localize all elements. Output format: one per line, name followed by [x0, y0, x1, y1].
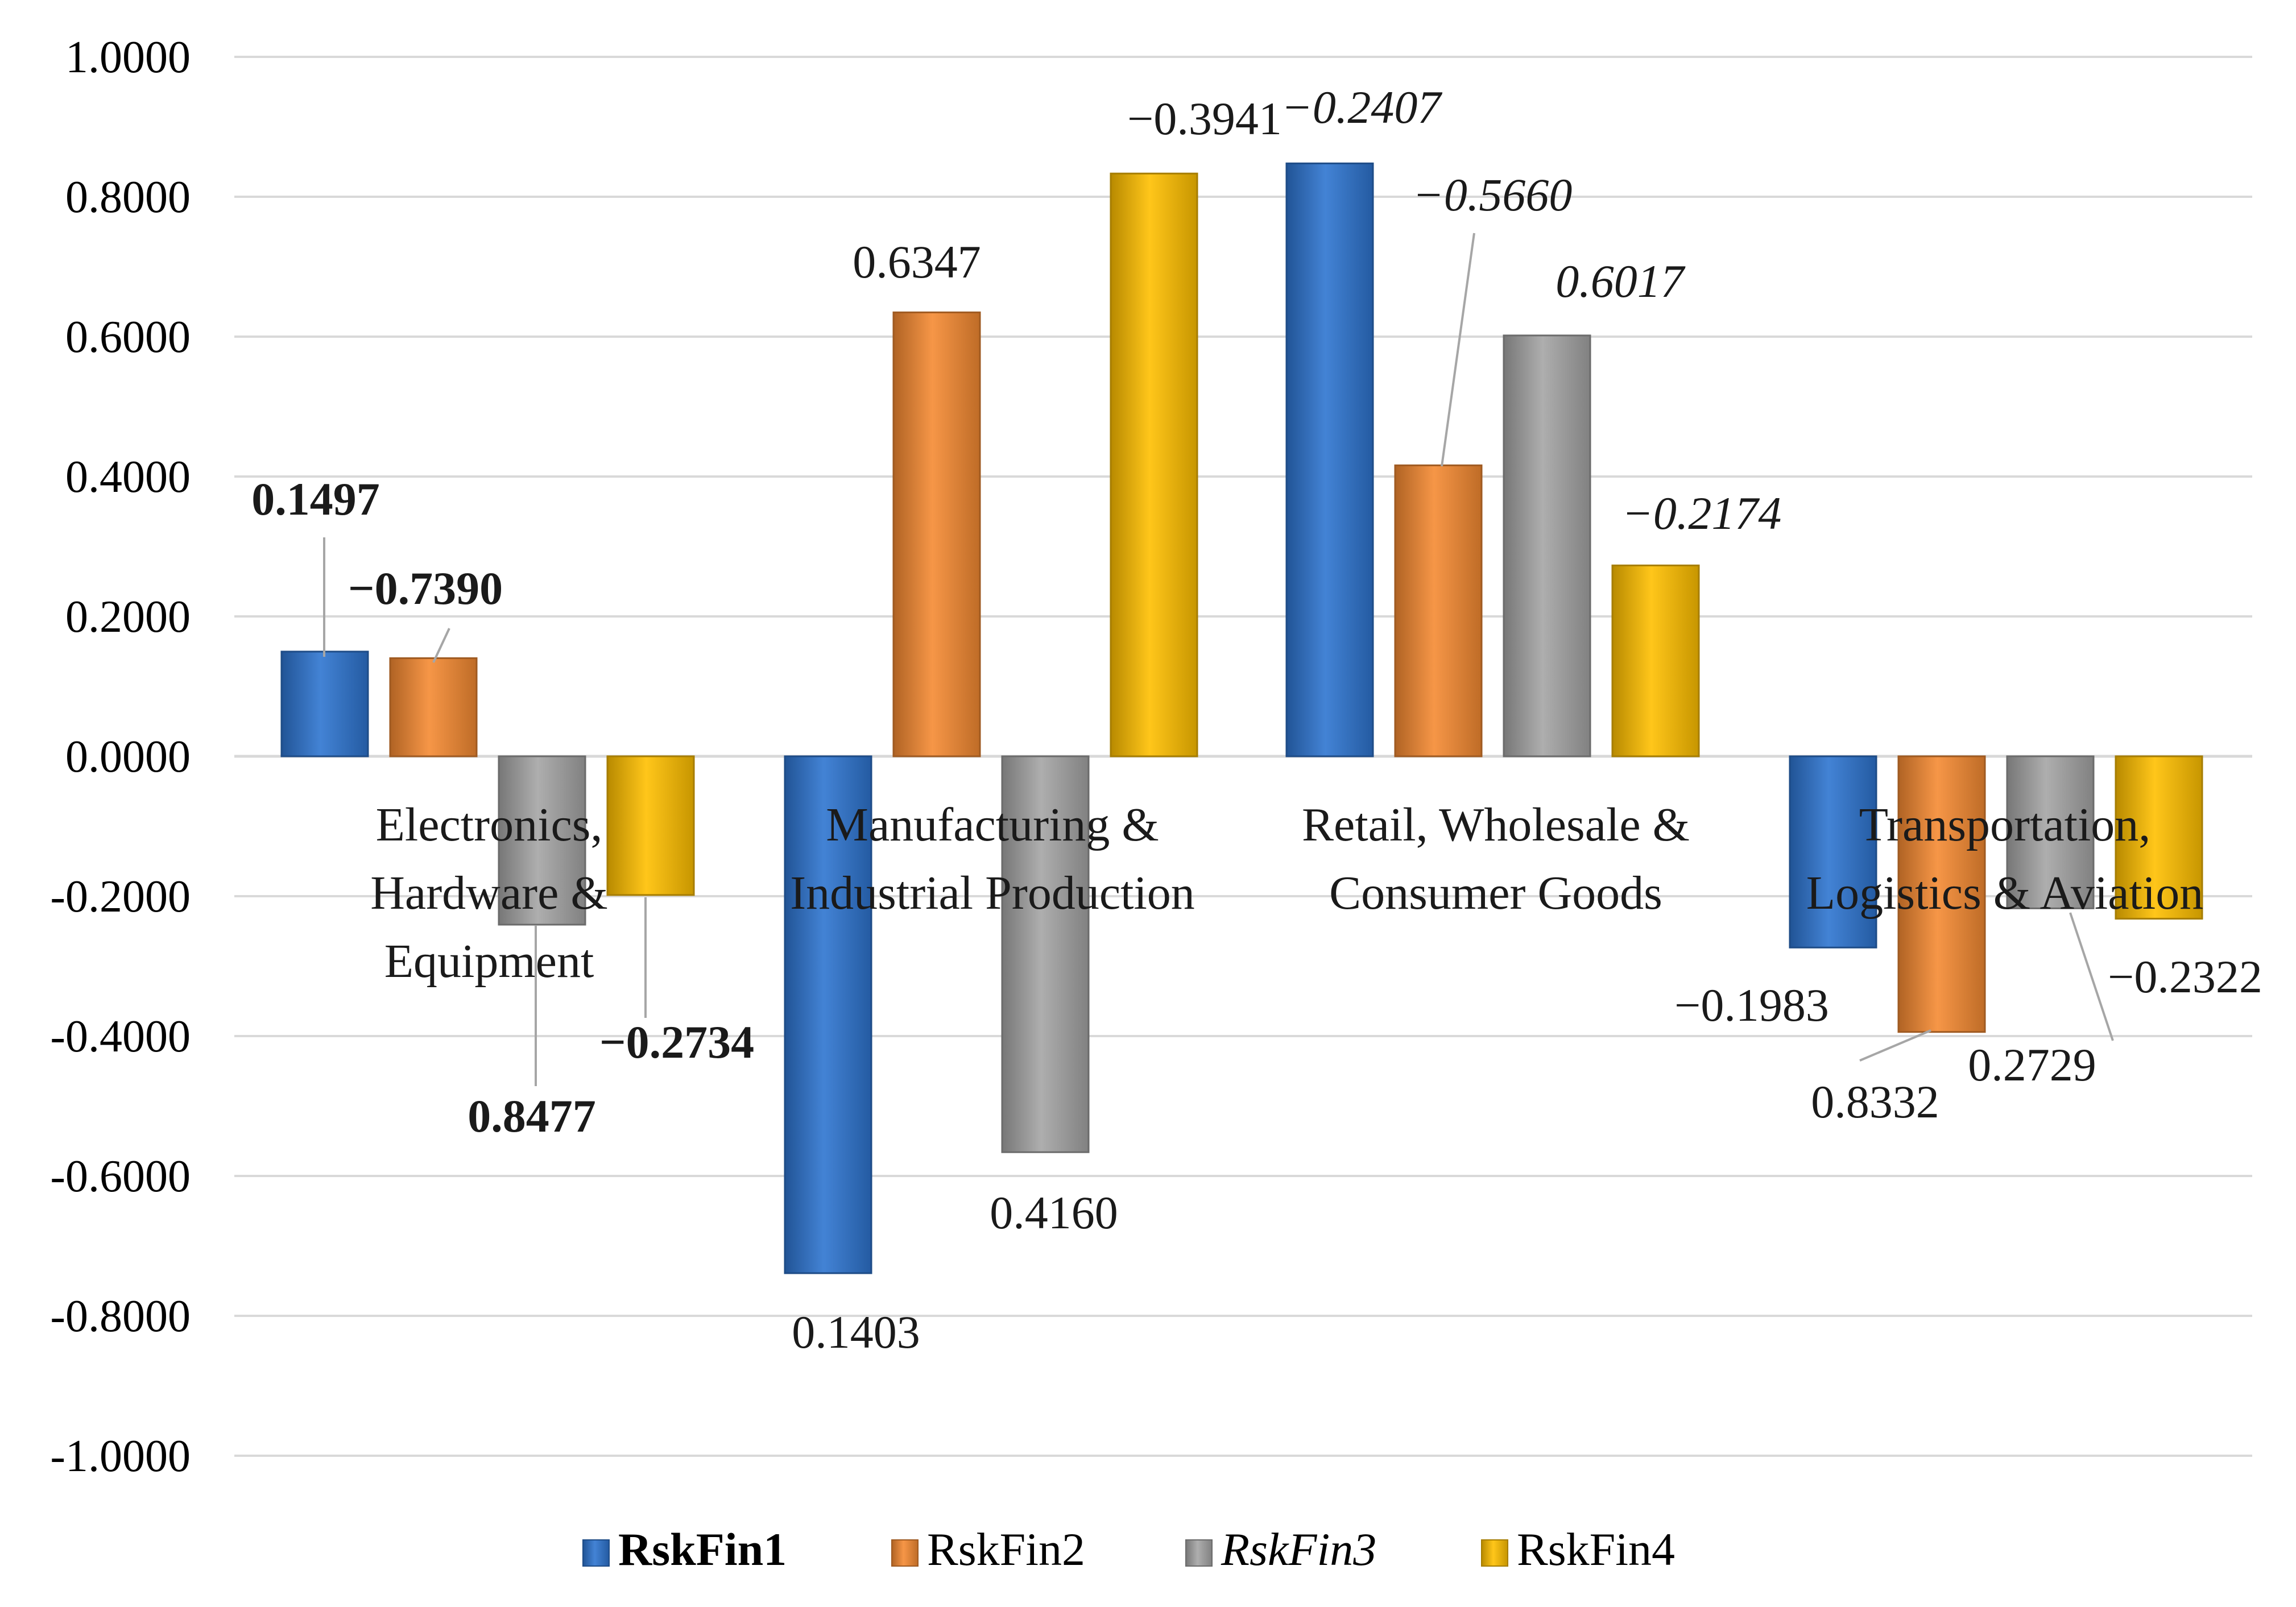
bar-rskfin4-2 [1611, 564, 1700, 757]
y-tick-label: -0.4000 [50, 1012, 191, 1062]
leader-line [1859, 1029, 1931, 1062]
y-tick-label: -0.6000 [50, 1152, 191, 1202]
leader-lines [323, 233, 2114, 1086]
legend-swatch-rskfin2 [891, 1539, 919, 1567]
category-label: Transportation, Logistics & Aviation [1806, 798, 2203, 920]
bars [280, 162, 2203, 1274]
data-label-rskfin4-0: −0.1983 [1674, 979, 1829, 1031]
y-tick-label: 0.4000 [65, 452, 191, 502]
data-label-rskfin3-1: −0.5660 [1413, 169, 1573, 221]
data-label-rskfin3-0: −0.2407 [1281, 81, 1443, 133]
bar-rskfin2-3 [1897, 755, 1986, 1033]
bar-rskfin2-1 [892, 311, 981, 757]
category-label: Retail, Wholesale & Consumer Goods [1302, 798, 1690, 920]
category-label: Manufacturing & Industrial Production [790, 798, 1195, 920]
leader-line [432, 628, 450, 663]
legend-swatch-rskfin4 [1481, 1539, 1508, 1567]
data-label-rskfin2-0: 0.1403 [792, 1306, 920, 1358]
y-tick-label: 0.8000 [65, 172, 191, 222]
bar-rskfin2-2 [1394, 464, 1483, 757]
y-tick-label: 0.0000 [65, 732, 191, 782]
y-tick-label: -0.8000 [50, 1291, 191, 1341]
data-label-rskfin1-2: 0.8477 [468, 1090, 596, 1142]
data-label-rskfin4-3: −0.2322 [2108, 951, 2262, 1003]
y-tick-label: -1.0000 [50, 1431, 191, 1481]
data-label-rskfin2-2: 0.4160 [990, 1187, 1118, 1239]
legend-label-rskfin3: RskFin3 [1221, 1523, 1376, 1575]
bar-rskfin1-1 [784, 755, 872, 1274]
leader-line [1441, 233, 1475, 467]
bar-rskfin3-3 [2006, 755, 2095, 909]
data-label-rskfin1-3: −0.2734 [599, 1016, 754, 1068]
bar-rskfin2-0 [389, 657, 478, 757]
y-tick-label: -0.2000 [50, 872, 191, 922]
data-label-rskfin4-1: 0.8332 [1811, 1076, 1939, 1128]
legend-swatch-rskfin1 [582, 1539, 610, 1567]
data-labels: 0.1497 −0.7390 0.8477−0.2734 0.1403 0.6347 0.… [251, 81, 2262, 1358]
legend-swatch-rskfin3 [1185, 1539, 1213, 1567]
data-label-rskfin1-0: 0.1497 [251, 473, 380, 525]
data-label-rskfin1-1: −0.7390 [348, 562, 503, 614]
bar-rskfin1-3 [1789, 755, 1877, 949]
data-label-rskfin2-3: −0.3941 [1127, 93, 1282, 144]
bar-rskfin4-0 [606, 755, 695, 896]
leader-line [2069, 912, 2114, 1041]
data-label-rskfin4-2: 0.2729 [1968, 1039, 2096, 1091]
bar-rskfin1-2 [1285, 162, 1374, 757]
bar-rskfin3-1 [1001, 755, 1090, 1153]
legend-label-rskfin4: RskFin4 [1517, 1523, 1675, 1575]
legend: RskFin1 RskFin2 RskFin3 RskFin4 [582, 1523, 1675, 1575]
y-tick-label: 0.6000 [65, 312, 191, 362]
category-label: Electronics, Hardware & Equipment [370, 798, 607, 988]
y-axis: 1.0000 0.8000 0.6000 0.4000 0.2000 0.0000 -0.2… [50, 32, 191, 1481]
legend-label-rskfin2: RskFin2 [927, 1523, 1085, 1575]
bar-rskfin3-0 [498, 755, 586, 926]
data-label-rskfin3-2: 0.6017 [1556, 255, 1686, 307]
bar-rskfin4-3 [2115, 755, 2203, 920]
bar-rskfin3-2 [1503, 334, 1591, 757]
category-labels: Electronics, Hardware & Equipment Manufactu… [370, 798, 2203, 988]
data-label-rskfin2-1: 0.6347 [853, 236, 981, 288]
data-label-rskfin3-3: −0.2174 [1622, 487, 1782, 539]
legend-label-rskfin1: RskFin1 [618, 1523, 787, 1575]
bar-rskfin1-0 [280, 651, 369, 757]
y-tick-label: 1.0000 [65, 32, 191, 82]
bar-rskfin4-1 [1110, 172, 1198, 757]
y-tick-label: 0.2000 [65, 592, 191, 642]
